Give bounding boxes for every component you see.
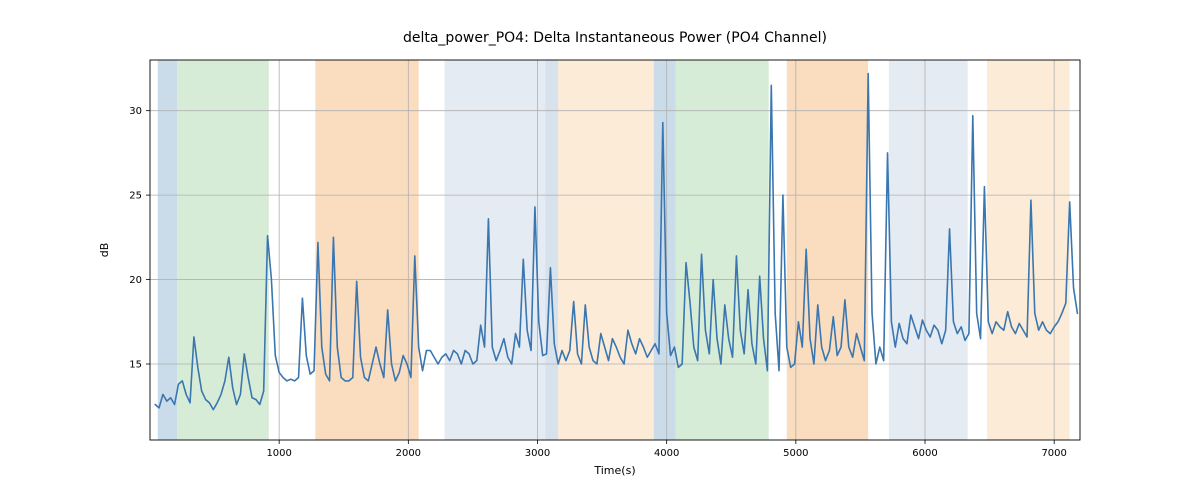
y-tick-label: 20 <box>129 275 142 286</box>
x-tick-label: 3000 <box>525 448 550 459</box>
band-9 <box>889 60 968 440</box>
x-tick-label: 7000 <box>1041 448 1066 459</box>
x-tick-label: 4000 <box>654 448 679 459</box>
band-4 <box>545 60 558 440</box>
x-axis-label: Time(s) <box>593 464 635 477</box>
x-tick-label: 5000 <box>783 448 808 459</box>
band-0 <box>158 60 177 440</box>
y-tick-label: 30 <box>129 106 142 117</box>
y-tick-label: 25 <box>129 191 142 202</box>
y-axis-label: dB <box>98 243 111 258</box>
chart-title: delta_power_PO4: Delta Instantaneous Pow… <box>403 30 827 46</box>
y-tick-label: 15 <box>129 360 142 371</box>
chart-container: 1000 2000 3000 4000 5000 6000 7000 15 20 25 30 Time… <box>0 0 1200 500</box>
band-5 <box>558 60 654 440</box>
x-tick-label: 2000 <box>396 448 421 459</box>
band-2 <box>315 60 418 440</box>
band-8 <box>787 60 868 440</box>
chart-svg: 1000 2000 3000 4000 5000 6000 7000 15 20 25 30 Time… <box>0 0 1200 500</box>
band-3 <box>445 60 546 440</box>
band-10 <box>987 60 1070 440</box>
x-tick-label: 1000 <box>266 448 291 459</box>
x-tick-label: 6000 <box>912 448 937 459</box>
band-7 <box>676 60 769 440</box>
